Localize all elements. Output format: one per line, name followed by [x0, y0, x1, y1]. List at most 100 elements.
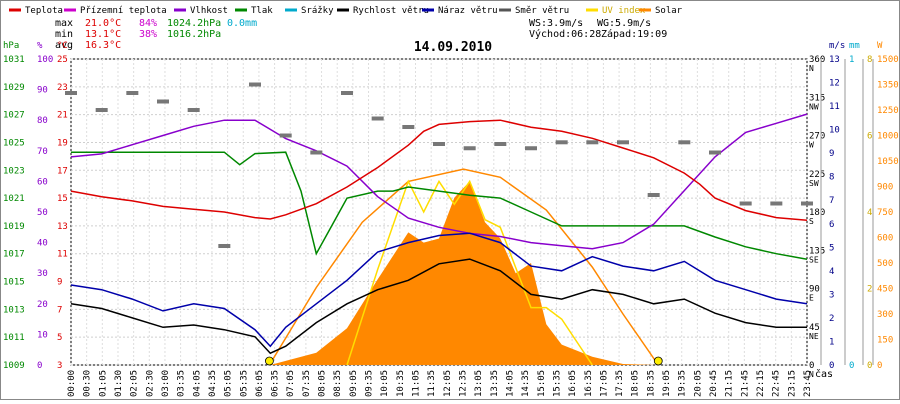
axis-pct-tick: 10 — [37, 330, 48, 340]
wind-direction-mark — [463, 146, 476, 151]
legend-label: Srážky — [301, 6, 334, 16]
axis-pct-tick: 30 — [37, 269, 48, 279]
x-tick-label: 23:15 — [787, 370, 797, 397]
wind-direction-mark — [249, 82, 261, 87]
x-tick-label: 01:05 — [98, 370, 108, 397]
x-tick-label: 05:35 — [239, 370, 249, 397]
x-tick-label: 00:30 — [83, 370, 93, 397]
axis-wm2-tick: 300 — [877, 310, 893, 320]
wind-direction-mark — [218, 244, 231, 248]
axis-hpa-tick: 1009 — [3, 361, 25, 371]
axis-pct-tick: 80 — [37, 116, 48, 126]
x-tick-label: 22:15 — [756, 370, 766, 397]
axis-degc-unit: °C — [57, 41, 68, 51]
axis-pct-unit: % — [37, 41, 43, 51]
x-tick-label: 08:05 — [318, 370, 328, 397]
wind-direction-mark — [770, 201, 783, 206]
x-tick-label: 16:05 — [568, 370, 578, 397]
wind-direction-mark — [310, 150, 323, 155]
x-tick-label: 20:45 — [709, 370, 719, 397]
axis-uv-tick: 2 — [867, 285, 872, 295]
legend-label: Solar — [655, 6, 683, 16]
legend-label: Náraz větru — [438, 6, 498, 16]
x-axis-label: čas — [815, 368, 833, 380]
x-tick-label: 23:45 — [803, 370, 813, 397]
axis-uv-tick: 6 — [867, 132, 872, 142]
solar-area — [270, 181, 657, 365]
axis-wm2-tick: 1050 — [877, 157, 899, 167]
wind-gust-line — [70, 232, 808, 348]
x-tick-label: 06:05 — [255, 370, 265, 397]
wind-direction-mark — [402, 125, 415, 129]
axis-pct-tick: 60 — [37, 177, 48, 187]
legend-label: Tlak — [251, 6, 273, 16]
axis-dir-tick-dir: S — [809, 217, 814, 226]
x-axis: 00:00 00:30 01:05 01:30 02:05 02:30 03:00 03:35… — [67, 368, 833, 397]
axis-ms-tick: 8 — [829, 173, 834, 183]
x-tick-label: 07:05 — [286, 370, 296, 397]
axis-mm-unit: mm — [849, 41, 860, 51]
humidity-line — [70, 113, 808, 250]
axis-hpa-tick: 1015 — [3, 278, 25, 288]
wind-direction-mark — [433, 142, 445, 146]
stat-min-temp: 13.1°C — [85, 29, 121, 40]
wind-direction-mark — [739, 201, 752, 206]
axis-hpa-tick: 1011 — [3, 333, 25, 343]
wind-speed-line — [70, 258, 807, 355]
x-tick-label: 15:05 — [537, 370, 547, 397]
axis-degc-tick: 15 — [57, 194, 68, 204]
axis-ms-tick: 10 — [829, 126, 840, 136]
axis-hpa-tick: 1029 — [3, 83, 25, 93]
stats-block: max 21.0°C 84% 1024.2hPa 0.0mm min 13.1°… — [55, 18, 257, 51]
axis-hpa-tick: 1031 — [3, 55, 25, 65]
axis-ms-tick: 11 — [829, 102, 840, 112]
x-tick-label: 19:05 — [662, 370, 672, 397]
axis-wm2-unit: W — [877, 41, 883, 51]
axis-ms-tick: 7 — [829, 196, 834, 206]
axis-mm-tick: 0 — [849, 361, 854, 371]
sunrise-marker — [265, 356, 274, 366]
wind-direction-mark — [525, 146, 537, 151]
axis-hpa-tick: 1021 — [3, 194, 25, 204]
wind-direction-mark — [126, 91, 139, 95]
legend-label: UV index — [602, 6, 646, 16]
axis-mm-tick: 1 — [849, 55, 854, 65]
wind-direction-mark — [617, 140, 629, 145]
axis-dir-tick: 0 — [809, 361, 814, 371]
axis-wm2-tick: 600 — [877, 234, 893, 244]
axis-hpa-unit: hPa — [3, 41, 19, 51]
x-tick-label: 22:45 — [772, 370, 782, 397]
axis-wm2-tick: 1500 — [877, 55, 899, 65]
axis-ms-tick: 2 — [829, 314, 834, 324]
stat-max-label: max — [55, 18, 73, 29]
stat-avg-label: avg — [55, 40, 73, 51]
x-tick-label: 09:05 — [349, 370, 359, 397]
stat-min-label: min — [55, 29, 73, 40]
x-tick-label: 01:30 — [114, 370, 124, 397]
axis-ms-tick: 5 — [829, 243, 834, 253]
axis-ms-tick: 6 — [829, 220, 834, 230]
axis-wm2-tick: 450 — [877, 285, 893, 295]
x-tick-label: 15:35 — [552, 370, 562, 397]
axis-degc-tick: 17 — [57, 166, 68, 176]
pressure-line — [71, 151, 808, 261]
x-tick-label: 06:35 — [271, 370, 281, 397]
legend-label: Rychlost větru — [353, 6, 429, 16]
axis-pct-tick: 0 — [37, 361, 42, 371]
axis-wm2-tick: 900 — [877, 183, 893, 193]
x-tick-label: 09:35 — [365, 370, 375, 397]
wind-direction-mark — [801, 201, 813, 206]
stat-max-hum: 84% — [139, 18, 157, 29]
axis-degc-tick: 13 — [57, 222, 68, 232]
wind-direction-mark — [586, 140, 599, 145]
axis-wm2-tick: 0 — [877, 361, 882, 371]
axis-wm2-tick: 150 — [877, 336, 893, 346]
wind-direction-mark — [678, 140, 691, 145]
stat-min-press: 1016.2hPa — [167, 29, 221, 40]
x-tick-label: 19:35 — [678, 370, 688, 397]
x-tick-label: 13:05 — [474, 370, 484, 397]
axis-ms-tick: 13 — [829, 55, 840, 65]
axis-degc-tick: 9 — [57, 278, 62, 288]
